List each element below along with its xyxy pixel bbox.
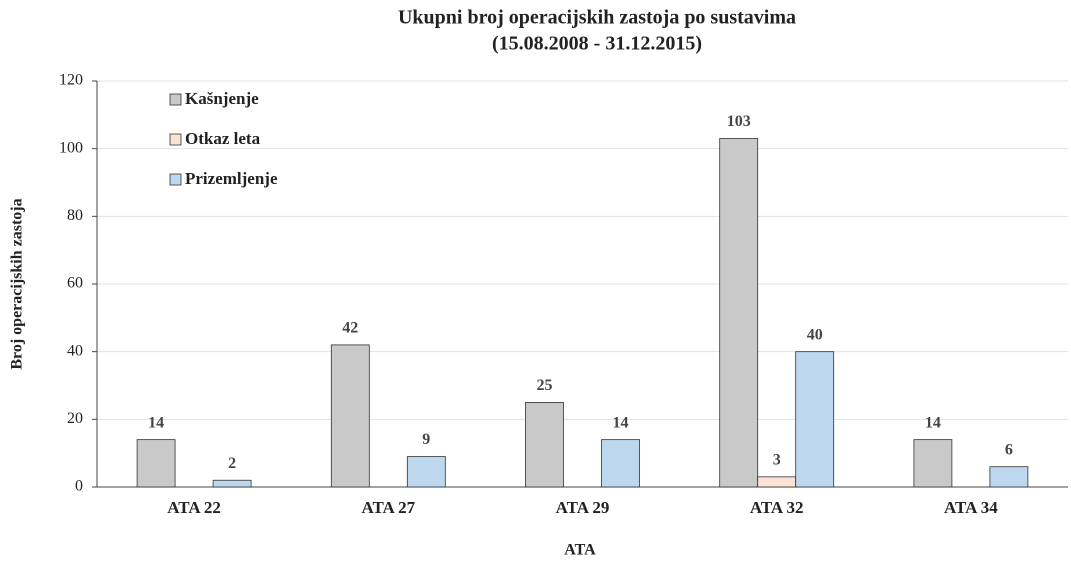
legend-swatch — [169, 173, 182, 186]
legend-swatch — [169, 93, 182, 106]
y-tick-label: 80 — [67, 207, 83, 224]
x-tick-label: ATA 27 — [361, 498, 415, 517]
y-tick-label: 40 — [67, 342, 83, 359]
x-tick-label: ATA 32 — [750, 498, 804, 517]
y-tick-label: 20 — [67, 410, 83, 427]
x-tick-label: ATA 34 — [944, 498, 998, 517]
value-label: 14 — [925, 414, 941, 431]
value-label: 40 — [807, 326, 823, 343]
legend-label: Otkaz leta — [185, 129, 261, 148]
value-label: 3 — [773, 452, 781, 469]
value-label: 14 — [148, 414, 164, 431]
y-axis-label: Broj operacijskih zastoja — [9, 198, 26, 369]
x-tick-label: ATA 22 — [167, 498, 221, 517]
bar — [757, 476, 797, 488]
x-axis-label: ATA — [564, 542, 596, 559]
bar — [601, 439, 640, 488]
legend-label: Prizemljenje — [185, 169, 278, 188]
y-tick-label: 0 — [75, 478, 83, 495]
value-label: 42 — [342, 320, 358, 337]
y-tick-label: 120 — [59, 72, 83, 89]
chart-title: Ukupni broj operacijskih zastoja po sust… — [398, 7, 796, 29]
bar — [212, 479, 252, 488]
bar — [913, 439, 953, 488]
value-label: 9 — [422, 431, 430, 448]
chart-subtitle: (15.08.2008 - 31.12.2015) — [492, 33, 702, 55]
value-label: 103 — [727, 113, 751, 130]
bar — [795, 351, 835, 488]
value-label: 6 — [1005, 441, 1013, 458]
y-tick-label: 100 — [59, 139, 83, 156]
legend-label: Kašnjenje — [185, 89, 259, 108]
bar — [406, 456, 446, 488]
bar — [989, 466, 1029, 488]
value-label: 25 — [537, 377, 553, 394]
bar — [719, 138, 759, 488]
bar — [136, 439, 176, 488]
value-label: 14 — [613, 414, 629, 431]
bar — [525, 402, 564, 488]
x-tick-label: ATA 29 — [556, 498, 610, 517]
y-tick-label: 60 — [67, 275, 83, 292]
bar — [330, 344, 370, 488]
value-label: 2 — [228, 455, 236, 472]
legend-swatch — [169, 133, 182, 146]
